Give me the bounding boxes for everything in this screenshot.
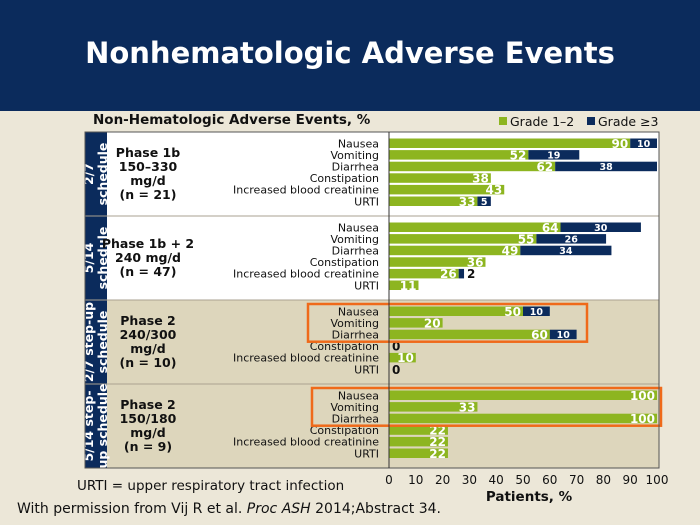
bar-grade-1-2	[389, 162, 555, 172]
phase-label: Phase 1b	[116, 145, 180, 160]
phase-label: (n = 21)	[120, 187, 177, 202]
bar-grade-1-2	[389, 246, 520, 256]
bar-value-label: 10	[637, 139, 651, 150]
bar-value-label: 26	[565, 234, 579, 245]
phase-label: 240 mg/d	[115, 250, 181, 265]
phase-label: 150–330	[119, 159, 178, 174]
event-label: URTI	[354, 195, 379, 208]
bar-grade-1-2	[389, 307, 523, 317]
x-tick-label: 70	[569, 473, 584, 487]
legend-swatch	[499, 117, 507, 125]
event-label: URTI	[354, 279, 379, 292]
bar-value-label: 0	[392, 363, 400, 377]
x-tick-label: 100	[646, 473, 669, 487]
x-tick-label: 60	[542, 473, 557, 487]
bar-value-label: 43	[486, 183, 503, 197]
chart-footnote: URTI = upper respiratory tract infection	[77, 478, 344, 494]
bar-grade-1-2	[389, 139, 630, 149]
x-tick-label: 0	[385, 473, 393, 487]
schedule-label-line: schedule	[95, 311, 110, 374]
bar-value-label: 10	[530, 307, 544, 318]
x-tick-label: 40	[489, 473, 504, 487]
schedule-label-line: 2/7 step-up	[81, 302, 96, 382]
phase-label: mg/d	[130, 341, 166, 356]
phase-label: mg/d	[130, 173, 166, 188]
bar-value-label: 50	[504, 305, 521, 319]
bar-value-label: 33	[459, 400, 476, 414]
bar-value-label: 55	[518, 232, 535, 246]
bar-grade-1-2	[389, 391, 657, 401]
chart-title: Non-Hematologic Adverse Events, %	[93, 112, 371, 128]
bar-grade-1-2	[389, 234, 536, 244]
bar-value-label: 5	[481, 197, 488, 208]
phase-label: (n = 10)	[120, 355, 177, 370]
x-tick-label: 10	[408, 473, 423, 487]
bar-value-label: 33	[459, 195, 476, 209]
bar-grade-1-2	[389, 223, 561, 233]
source-footnote-journal: Proc ASH	[247, 501, 311, 517]
x-axis-label: Patients, %	[486, 489, 573, 505]
bar-grade-3-plus	[459, 269, 464, 279]
source-footnote-prefix: With permission from Vij R et al.	[17, 501, 247, 517]
phase-label: Phase 2	[120, 397, 175, 412]
bar-value-label: 34	[559, 246, 573, 257]
event-label: URTI	[354, 447, 379, 460]
schedule-label-line: up schedule	[95, 383, 110, 468]
x-tick-label: 50	[515, 473, 530, 487]
legend-label: Grade 1–2	[510, 114, 574, 129]
x-tick-label: 90	[623, 473, 638, 487]
bar-value-label: 30	[594, 223, 608, 234]
bar-value-label: 38	[599, 162, 613, 173]
x-tick-label: 80	[596, 473, 611, 487]
bar-value-label: 20	[424, 316, 441, 330]
event-label: URTI	[354, 363, 379, 376]
bar-value-label: 64	[542, 221, 559, 235]
x-tick-label: 30	[462, 473, 477, 487]
bar-value-label: 100	[630, 389, 655, 403]
bar-value-label: 26	[440, 267, 457, 281]
phase-label: 240/300	[120, 327, 177, 342]
bar-value-label: 11	[400, 279, 417, 293]
schedule-label-line: 5/14	[81, 242, 96, 273]
schedule-label-line: 2/7	[81, 163, 96, 185]
bar-value-label: 49	[502, 244, 519, 258]
source-footnote-suffix: 2014;Abstract 34.	[311, 501, 441, 517]
bar-grade-1-2	[389, 414, 657, 424]
bar-value-label: 2	[467, 267, 475, 281]
bar-value-label: 52	[510, 148, 527, 162]
schedule-label-line: schedule	[95, 143, 110, 206]
legend-swatch	[587, 117, 595, 125]
phase-label: 150/180	[120, 411, 177, 426]
phase-label: Phase 2	[120, 313, 175, 328]
x-tick-label: 20	[435, 473, 450, 487]
bar-value-label: 10	[557, 330, 571, 341]
source-footnote: With permission from Vij R et al. Proc A…	[17, 501, 441, 517]
bar-value-label: 90	[611, 137, 628, 151]
bar-value-label: 22	[429, 447, 446, 461]
schedule-label-line: 5/14 step-	[81, 390, 96, 461]
phase-label: (n = 9)	[124, 439, 172, 454]
bar-grade-1-2	[389, 150, 528, 160]
bar-grade-1-2	[389, 330, 550, 340]
bar-value-label: 100	[630, 412, 655, 426]
legend-label: Grade ≥3	[598, 114, 659, 129]
phase-label: mg/d	[130, 425, 166, 440]
phase-label: Phase 1b + 2	[102, 236, 194, 251]
bar-value-label: 60	[531, 328, 548, 342]
bar-value-label: 62	[536, 160, 553, 174]
adverse-events-chart: Non-Hematologic Adverse Events, % Grade 1…	[0, 0, 700, 525]
phase-label: (n = 47)	[120, 264, 177, 279]
